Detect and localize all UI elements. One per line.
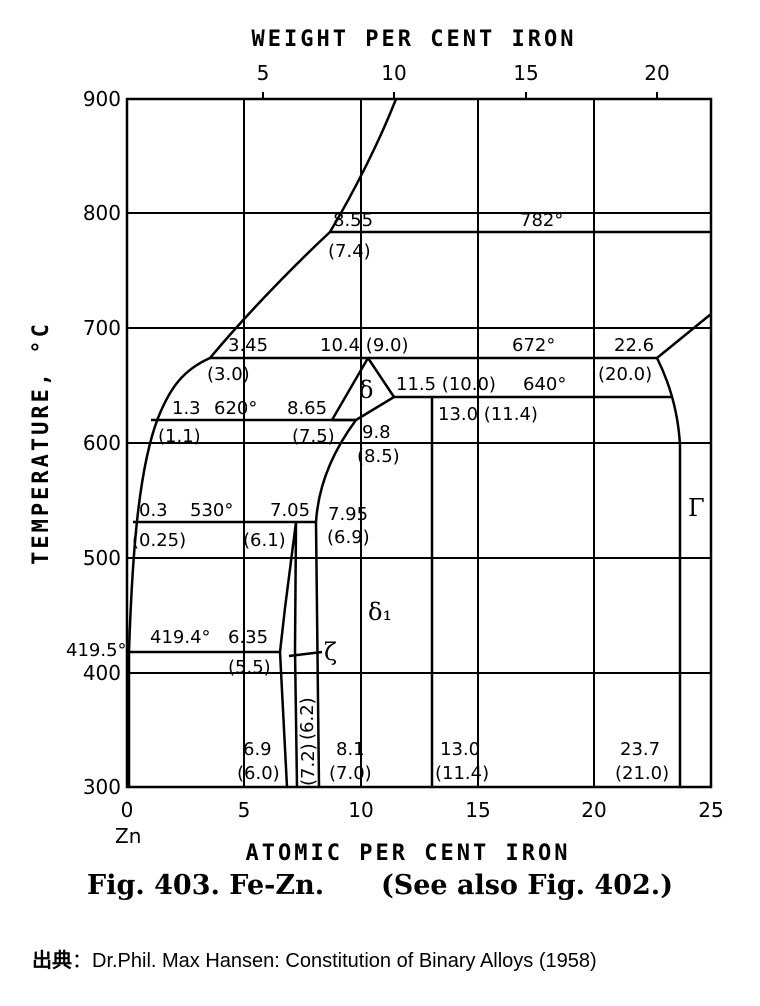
anno-11-5: 11.5 (10.0) — [396, 374, 496, 395]
phase-delta: δ — [359, 376, 373, 404]
anno-7-4: (7.4) — [328, 241, 371, 262]
anno-21-0: (21.0) — [615, 763, 669, 784]
top-tick-10: 10 — [381, 61, 406, 85]
anno-6-0: (6.0) — [237, 763, 280, 784]
zn-label: Zn — [115, 824, 141, 848]
anno-0-3: 0.3 — [139, 500, 168, 521]
liquidus — [127, 98, 398, 653]
zeta-pointer — [288, 650, 323, 658]
gamma-left-boundary — [655, 357, 682, 787]
anno-23-7: 23.7 — [620, 739, 660, 760]
anno-620: 620° — [214, 398, 257, 419]
phase-zeta: ζ — [324, 638, 337, 666]
anno-6-35: 6.35 — [228, 627, 268, 648]
anno-8-1: 8.1 — [336, 739, 365, 760]
anno-7-5: (7.5) — [292, 426, 335, 447]
anno-7-05: 7.05 — [270, 500, 310, 521]
anno-419-4: 419.4° — [150, 627, 211, 648]
source-text: Dr.Phil. Max Hansen: Constitution of Bin… — [92, 950, 597, 972]
caption-fig: Fig. 403. Fe-Zn. — [87, 870, 325, 901]
anno-672: 672° — [512, 335, 555, 356]
left-axis-title: TEMPERATURE, °C — [29, 321, 54, 565]
source-separator: ： — [72, 950, 92, 972]
bottom-tick-0: 0 — [121, 798, 134, 822]
phase-delta1: δ₁ — [368, 598, 392, 626]
top-axis-title: WEIGHT PER CENT IRON — [252, 27, 577, 52]
gamma-liquidus — [656, 313, 712, 359]
left-tick-500: 500 — [83, 546, 121, 570]
left-tick-900: 900 — [83, 87, 121, 111]
bottom-tick-25: 25 — [698, 798, 723, 822]
bottom-axis-title: ATOMIC PER CENT IRON — [246, 841, 571, 866]
caption-see-also: (See also Fig. 402.) — [380, 870, 673, 901]
top-tick-5: 5 — [257, 61, 270, 85]
anno-7-2: (7.2) — [298, 743, 319, 786]
left-tick-400: 400 — [83, 661, 121, 685]
anno-3-0: (3.0) — [207, 364, 250, 385]
bottom-tick-10: 10 — [348, 798, 373, 822]
anno-5-5: (5.5) — [228, 657, 271, 678]
left-tick-700: 700 — [83, 316, 121, 340]
anno-6-9b: (6.9) — [327, 527, 370, 548]
anno-1-1: (1.1) — [158, 426, 201, 447]
anno-8-55: 8.55 — [333, 210, 373, 231]
anno-20-0: (20.0) — [598, 364, 652, 385]
anno-9-8: 9.8 — [362, 422, 391, 443]
phase-labels: δ δ₁ ζ Γ — [324, 376, 705, 666]
anno-22-6: 22.6 — [614, 335, 654, 356]
anno-530: 530° — [190, 500, 233, 521]
annotations: 8.55 (7.4) 782° 3.45 10.4 (9.0) 672° 22.… — [66, 210, 669, 786]
phase-boundaries — [127, 98, 712, 788]
delta1-left-boundary — [314, 419, 358, 788]
top-tick-20: 20 — [644, 61, 669, 85]
bottom-tick-20: 20 — [581, 798, 606, 822]
anno-8-65: 8.65 — [287, 398, 327, 419]
anno-6-9: 6.9 — [243, 739, 272, 760]
anno-11-4b: (11.4) — [435, 763, 489, 784]
phase-gamma: Γ — [688, 494, 705, 522]
top-tick-15: 15 — [513, 61, 538, 85]
anno-0-25: (0.25) — [132, 530, 186, 551]
anno-10-4: 10.4 (9.0) — [320, 335, 408, 356]
anno-419-5: 419.5° — [66, 640, 127, 661]
anno-13-0b: 13.0 — [440, 739, 480, 760]
top-ticks — [262, 92, 658, 99]
source-citation: 出典：Dr.Phil. Max Hansen: Constitution of … — [32, 944, 597, 973]
anno-782: 782° — [520, 210, 563, 231]
anno-7-0: (7.0) — [329, 763, 372, 784]
zeta-left-boundary — [278, 521, 298, 653]
anno-8-5: (8.5) — [357, 446, 400, 467]
grid — [127, 99, 711, 787]
anno-7-95: 7.95 — [328, 504, 368, 525]
zeta-right-boundary — [293, 521, 299, 788]
anno-3-45: 3.45 — [228, 335, 268, 356]
zeta-left-lower — [278, 651, 289, 788]
source-label: 出典 — [32, 950, 72, 972]
left-tick-600: 600 — [83, 431, 121, 455]
bottom-tick-15: 15 — [465, 798, 490, 822]
figure-caption: Fig. 403. Fe-Zn. (See also Fig. 402.) — [0, 870, 760, 901]
anno-13-0: 13.0 (11.4) — [438, 404, 538, 425]
anno-6-1: (6.1) — [243, 530, 286, 551]
anno-640: 640° — [523, 374, 566, 395]
left-tick-800: 800 — [83, 201, 121, 225]
left-tick-300: 300 — [83, 775, 121, 799]
anno-1-3: 1.3 — [172, 398, 201, 419]
anno-6-2: (6.2) — [297, 697, 318, 740]
bottom-tick-5: 5 — [238, 798, 251, 822]
